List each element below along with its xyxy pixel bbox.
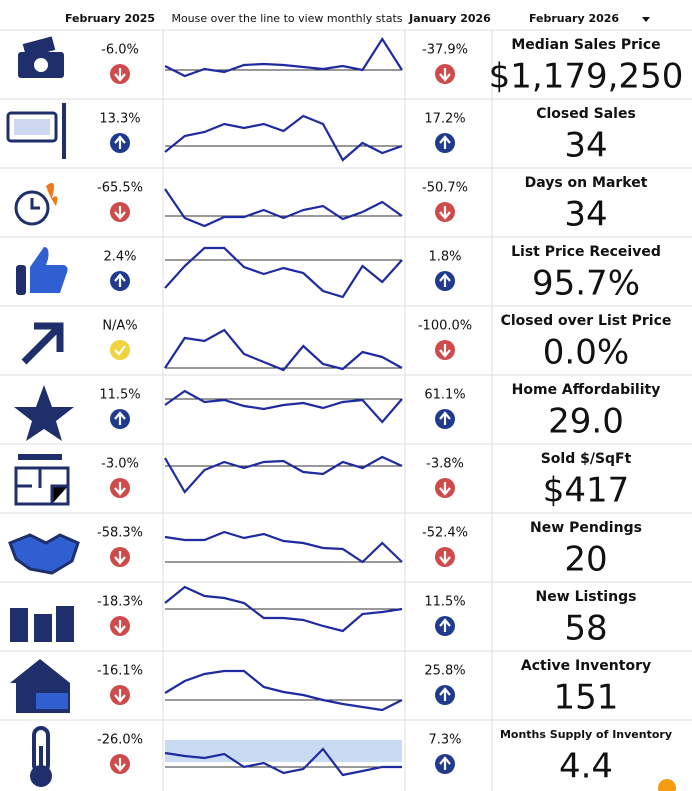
trend-line[interactable] xyxy=(164,747,402,777)
indicator-glyph xyxy=(114,482,126,496)
indicator-glyph xyxy=(114,758,126,772)
row-icon xyxy=(14,182,58,226)
metric-value: $1,179,250 xyxy=(489,57,684,97)
indicator-glyph xyxy=(439,411,451,425)
indicator-glyph xyxy=(439,687,451,701)
indicator-glyph xyxy=(114,273,126,287)
metric-value: 0.0% xyxy=(543,333,629,373)
prev-year-change: -18.3% xyxy=(97,595,143,610)
prev-year-change: -6.0% xyxy=(101,43,139,58)
metric-value: 29.0 xyxy=(548,402,624,442)
prev-month-change: -52.4% xyxy=(422,526,468,541)
metric-title: New Listings xyxy=(536,589,637,605)
prev-month-change: 25.8% xyxy=(424,664,465,679)
indicator-glyph xyxy=(439,618,451,632)
prev-month-change: 17.2% xyxy=(424,112,465,127)
indicator-glyph xyxy=(439,551,451,565)
prev-year-change: 2.4% xyxy=(103,250,136,265)
metric-value: 34 xyxy=(564,126,607,166)
trend-line[interactable] xyxy=(164,389,403,424)
indicator-glyph xyxy=(439,344,451,358)
trend-line[interactable] xyxy=(164,455,403,494)
metric-value: 34 xyxy=(564,195,607,235)
metric-value: 4.4 xyxy=(559,747,613,787)
trend-band xyxy=(165,740,402,762)
prev-year-change: N/A% xyxy=(102,319,137,334)
metric-value: 58 xyxy=(564,609,607,649)
trend-line[interactable] xyxy=(164,188,403,228)
row-icon xyxy=(30,726,52,787)
prev-month-change: -50.7% xyxy=(422,181,468,196)
prev-year-change: -58.3% xyxy=(97,526,143,541)
indicator-glyph xyxy=(114,345,126,356)
trend-line[interactable] xyxy=(164,114,403,162)
prev-month-change: -3.8% xyxy=(426,457,464,472)
prev-year-change: 13.3% xyxy=(99,112,140,127)
indicator-glyph xyxy=(114,689,126,703)
metric-value: 95.7% xyxy=(532,264,640,304)
metric-title: Days on Market xyxy=(525,175,648,191)
metric-title: Closed over List Price xyxy=(501,313,672,329)
metric-title: Home Affordability xyxy=(512,382,661,398)
metric-title: Closed Sales xyxy=(536,106,636,122)
prev-year-change: 11.5% xyxy=(99,388,140,403)
metric-value: 20 xyxy=(564,540,607,580)
header-period[interactable]: February 2026 xyxy=(529,12,619,25)
row-icon xyxy=(10,659,70,713)
indicator-glyph xyxy=(439,206,451,220)
prev-year-change: -26.0% xyxy=(97,733,143,748)
prev-year-change: -16.1% xyxy=(97,664,143,679)
indicator-glyph xyxy=(114,551,126,565)
indicator-glyph xyxy=(439,756,451,770)
trend-line[interactable] xyxy=(164,36,403,78)
metric-title: Median Sales Price xyxy=(511,37,660,53)
trend-line[interactable] xyxy=(164,530,403,564)
metric-title: List Price Received xyxy=(511,244,661,260)
metric-title: Sold $/SqFt xyxy=(541,451,632,467)
prev-year-change: -65.5% xyxy=(97,181,143,196)
indicator-glyph xyxy=(439,135,451,149)
prev-month-change: 11.5% xyxy=(424,595,465,610)
header-hint: Mouse over the line to view monthly stat… xyxy=(171,12,402,25)
help-badge[interactable] xyxy=(658,779,676,791)
metric-title: New Pendings xyxy=(530,520,642,536)
indicator-glyph xyxy=(114,68,126,82)
prev-month-change: 1.8% xyxy=(428,250,461,265)
trend-line[interactable] xyxy=(164,669,403,712)
dropdown-arrow[interactable] xyxy=(642,17,650,22)
indicator-glyph xyxy=(439,68,451,82)
metric-value: $417 xyxy=(543,471,630,511)
prev-month-change: -37.9% xyxy=(422,43,468,58)
prev-month-change: -100.0% xyxy=(418,319,472,334)
metric-title: Months Supply of Inventory xyxy=(500,728,672,741)
row-icon xyxy=(14,385,74,441)
header-prev-year: February 2025 xyxy=(65,12,155,25)
row-icon xyxy=(21,322,64,365)
prev-month-change: 7.3% xyxy=(428,733,461,748)
prev-year-change: -3.0% xyxy=(101,457,139,472)
row-icon xyxy=(16,247,68,295)
row-icon xyxy=(8,533,80,575)
row-icon xyxy=(6,103,66,159)
row-icon xyxy=(14,454,70,506)
indicator-glyph xyxy=(114,135,126,149)
metric-value: 151 xyxy=(554,678,619,718)
row-icon xyxy=(10,606,74,642)
metric-title: Active Inventory xyxy=(521,658,651,674)
trend-line[interactable] xyxy=(164,246,403,299)
indicator-glyph xyxy=(114,620,126,634)
indicator-glyph xyxy=(114,206,126,220)
row-icon xyxy=(18,36,64,78)
trend-indicator xyxy=(110,340,130,360)
indicator-glyph xyxy=(114,411,126,425)
indicator-glyph xyxy=(439,273,451,287)
trend-line[interactable] xyxy=(164,585,403,633)
header-prev-month: January 2026 xyxy=(408,12,491,25)
prev-month-change: 61.1% xyxy=(424,388,465,403)
trend-line[interactable] xyxy=(164,328,403,372)
indicator-glyph xyxy=(439,482,451,496)
